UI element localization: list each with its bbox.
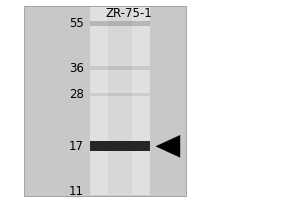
Bar: [90, 93, 150, 96]
Bar: [108, 8, 132, 194]
Bar: [90, 7, 150, 195]
Bar: [90, 21, 150, 26]
Text: 17: 17: [69, 140, 84, 153]
Bar: [24, 6, 186, 196]
Text: 11: 11: [69, 185, 84, 198]
Polygon shape: [156, 135, 180, 157]
Text: 55: 55: [69, 17, 84, 30]
Text: ZR-75-1: ZR-75-1: [106, 7, 152, 20]
Text: 28: 28: [69, 88, 84, 101]
Bar: [90, 141, 150, 151]
Bar: [90, 66, 150, 70]
Text: 36: 36: [69, 62, 84, 75]
